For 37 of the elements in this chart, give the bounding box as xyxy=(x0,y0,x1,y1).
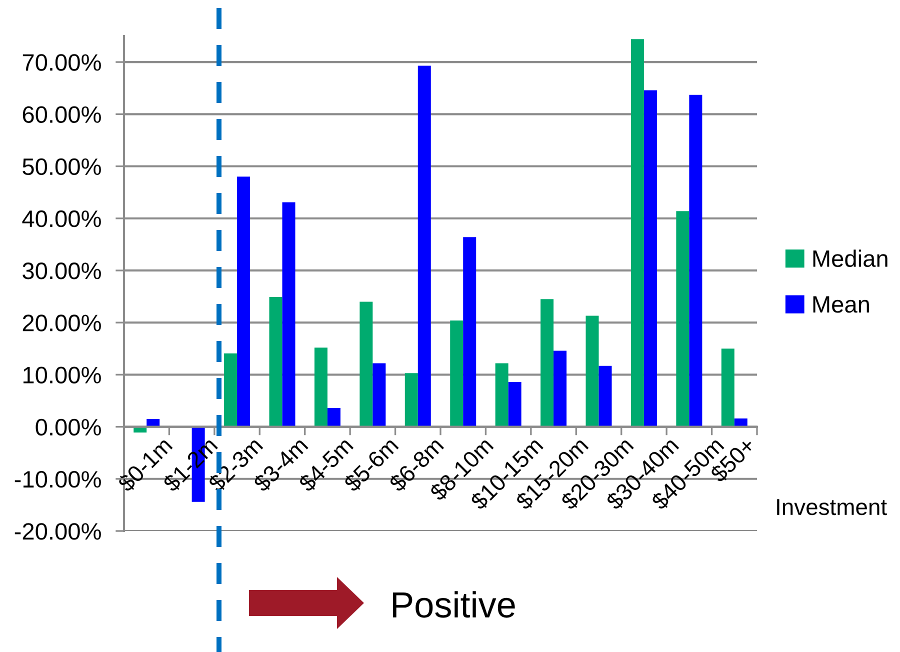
bar xyxy=(224,353,238,427)
bar xyxy=(450,320,464,427)
bar xyxy=(721,348,734,427)
bar xyxy=(372,363,386,427)
bar xyxy=(495,363,508,427)
y-tick-label: 50.00% xyxy=(22,158,101,176)
bar xyxy=(598,366,612,427)
y-tick-label: 0.00% xyxy=(36,418,101,436)
bar xyxy=(689,94,702,427)
bar xyxy=(237,176,250,427)
bar xyxy=(327,408,340,427)
y-tick-label: 20.00% xyxy=(22,314,101,332)
bar xyxy=(630,39,644,427)
y-tick-label: 70.00% xyxy=(22,54,101,71)
bar xyxy=(314,348,328,427)
y-tick-label: 30.00% xyxy=(22,262,101,280)
y-tick-label: 60.00% xyxy=(22,106,101,123)
bar xyxy=(644,90,657,427)
y-tick-label: 10.00% xyxy=(24,366,101,384)
bar xyxy=(586,316,599,427)
bar xyxy=(676,211,690,427)
bar xyxy=(269,297,282,427)
bar xyxy=(404,373,418,427)
bar xyxy=(554,350,567,427)
y-tick-label: -10.00% xyxy=(14,470,101,488)
y-tick-label: 40.00% xyxy=(22,210,101,228)
bar xyxy=(508,382,522,427)
legend-label: Mean xyxy=(813,296,869,313)
bar xyxy=(282,202,296,427)
x-axis-title: Investment xyxy=(777,499,887,516)
bar xyxy=(463,237,476,427)
bar xyxy=(418,66,431,427)
bar xyxy=(360,302,373,427)
legend-label: Median xyxy=(813,250,888,268)
y-tick-label: -20.00% xyxy=(14,523,101,540)
bar xyxy=(540,299,554,427)
text: Positive xyxy=(392,591,515,618)
